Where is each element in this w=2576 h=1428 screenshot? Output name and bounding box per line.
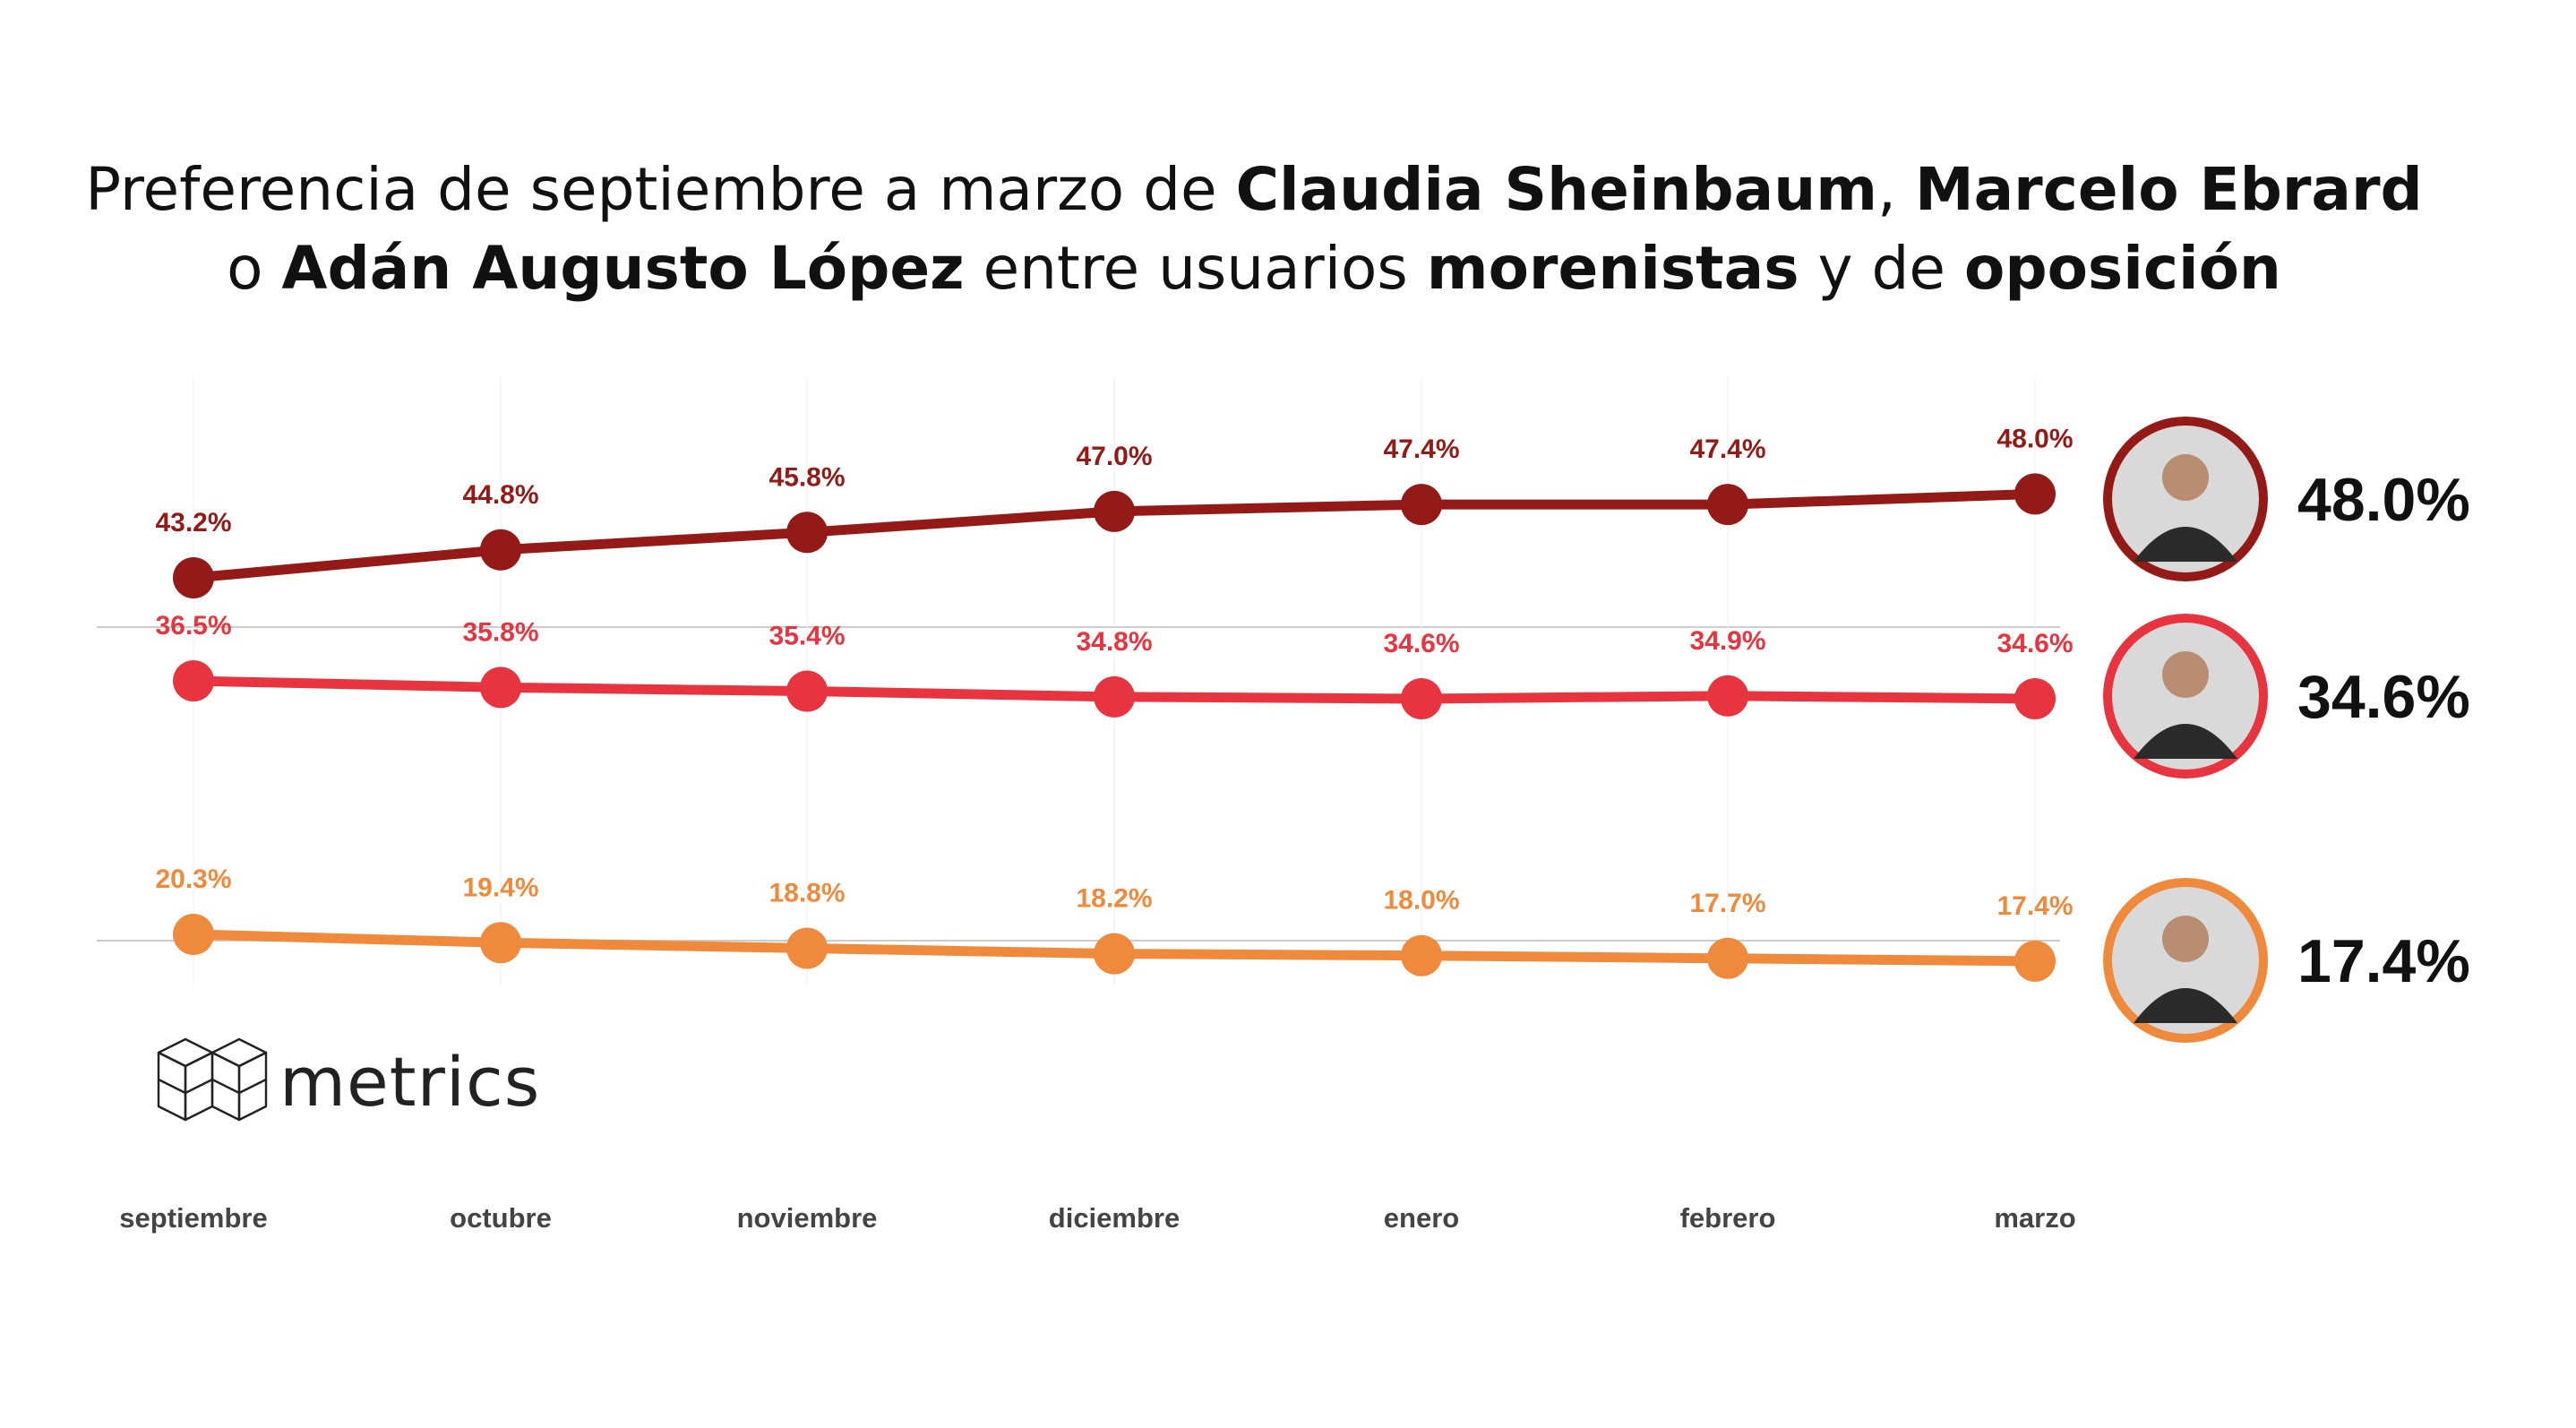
- data-point: [1707, 675, 1748, 717]
- data-point: [2014, 473, 2056, 515]
- chart-title: Preferencia de septiembre a marzo de Cla…: [0, 151, 2508, 308]
- x-tick-label: febrero: [1680, 1202, 1776, 1234]
- data-point: [1094, 675, 1135, 718]
- title-morenistas: morenistas: [1426, 234, 1799, 303]
- title-text: y de: [1799, 234, 1964, 303]
- data-point: [173, 914, 214, 955]
- data-label: 47.4%: [1689, 434, 1765, 464]
- data-label: 18.0%: [1383, 886, 1459, 916]
- data-point: [173, 557, 214, 598]
- series-ebrard: 36.5% 35.8% 35.4% 34.8% 34.6% 34.9% 34.6%: [155, 611, 2074, 719]
- data-label: 18.8%: [769, 878, 845, 908]
- logo-text: metrics: [279, 1042, 541, 1122]
- legend-entry-ebrard: 34.6%: [2103, 614, 2470, 779]
- portrait-adan-icon: [2103, 878, 2268, 1043]
- title-line-1: Preferencia de septiembre a marzo de Cla…: [0, 151, 2508, 229]
- portrait-ebrard-icon: [2103, 614, 2268, 779]
- legend-final-value: 34.6%: [2297, 663, 2470, 731]
- data-point: [786, 670, 828, 712]
- series-sheinbaum: 43.2% 44.8% 45.8% 47.0% 47.4% 47.4% 48.0%: [155, 424, 2074, 598]
- data-point: [1707, 484, 1748, 526]
- portrait-sheinbaum-icon: [2103, 417, 2268, 581]
- data-label: 34.6%: [1996, 629, 2073, 658]
- data-point: [1401, 934, 1442, 976]
- x-tick-label: marzo: [1994, 1202, 2075, 1234]
- data-label: 36.5%: [155, 611, 231, 641]
- title-oposicion: oposición: [1964, 234, 2281, 303]
- data-label: 18.2%: [1076, 884, 1152, 914]
- data-point: [2014, 677, 2056, 719]
- data-label: 35.4%: [769, 622, 845, 651]
- data-label: 45.8%: [769, 462, 845, 492]
- data-point: [1094, 933, 1135, 975]
- x-tick-label: octubre: [450, 1202, 552, 1234]
- title-text: ,: [1876, 155, 1915, 224]
- data-point: [480, 922, 521, 964]
- data-label: 34.6%: [1383, 629, 1459, 658]
- data-label: 35.8%: [462, 617, 538, 647]
- title-line-2: o Adán Augusto López entre usuarios more…: [0, 229, 2508, 308]
- data-point: [1401, 484, 1442, 526]
- data-label: 34.8%: [1076, 627, 1152, 657]
- data-label: 17.4%: [1996, 891, 2073, 921]
- legend-entry-adan: 17.4%: [2103, 878, 2470, 1043]
- x-tick-label: diciembre: [1049, 1202, 1180, 1234]
- data-point: [1094, 490, 1135, 532]
- data-point: [786, 927, 828, 969]
- x-axis: septiembre octubre noviembre diciembre enero…: [119, 1202, 2075, 1234]
- data-label: 47.0%: [1076, 442, 1152, 471]
- data-point: [2014, 940, 2056, 982]
- title-name-ebrard: Marcelo Ebrard: [1914, 155, 2423, 224]
- x-tick-label: septiembre: [119, 1202, 267, 1234]
- data-label: 34.9%: [1689, 626, 1765, 656]
- data-point: [786, 512, 828, 554]
- data-label: 44.8%: [462, 480, 538, 510]
- legend-entry-sheinbaum: 48.0%: [2103, 417, 2470, 581]
- x-tick-label: noviembre: [737, 1202, 878, 1234]
- data-point: [480, 529, 521, 571]
- series-layer: 43.2% 44.8% 45.8% 47.0% 47.4% 47.4% 48.0% 36.5%…: [155, 424, 2074, 982]
- data-label: 47.4%: [1383, 434, 1459, 464]
- title-text: Preferencia de septiembre a marzo de: [85, 155, 1236, 224]
- data-label: 17.7%: [1689, 889, 1765, 918]
- data-label: 19.4%: [462, 873, 538, 902]
- legend-final-value: 48.0%: [2297, 466, 2470, 534]
- data-point: [1707, 937, 1748, 979]
- data-point: [1401, 677, 1442, 719]
- series-adan: 20.3% 19.4% 18.8% 18.2% 18.0% 17.7% 17.4%: [155, 865, 2074, 982]
- data-label: 20.3%: [155, 865, 231, 894]
- legend: 48.0% 34.6% 17.4%: [2103, 417, 2470, 1043]
- title-text: entre usuarios: [964, 234, 1427, 303]
- data-label: 48.0%: [1996, 424, 2073, 453]
- title-name-adan: Adán Augusto López: [281, 234, 965, 303]
- data-label: 43.2%: [155, 508, 231, 538]
- cube-grid-icon: [157, 1037, 268, 1122]
- legend-final-value: 17.4%: [2297, 927, 2470, 995]
- data-point: [480, 667, 521, 709]
- title-name-sheinbaum: Claudia Sheinbaum: [1235, 155, 1877, 224]
- title-text: o: [227, 234, 282, 303]
- x-tick-label: enero: [1384, 1202, 1459, 1234]
- data-point: [173, 660, 214, 701]
